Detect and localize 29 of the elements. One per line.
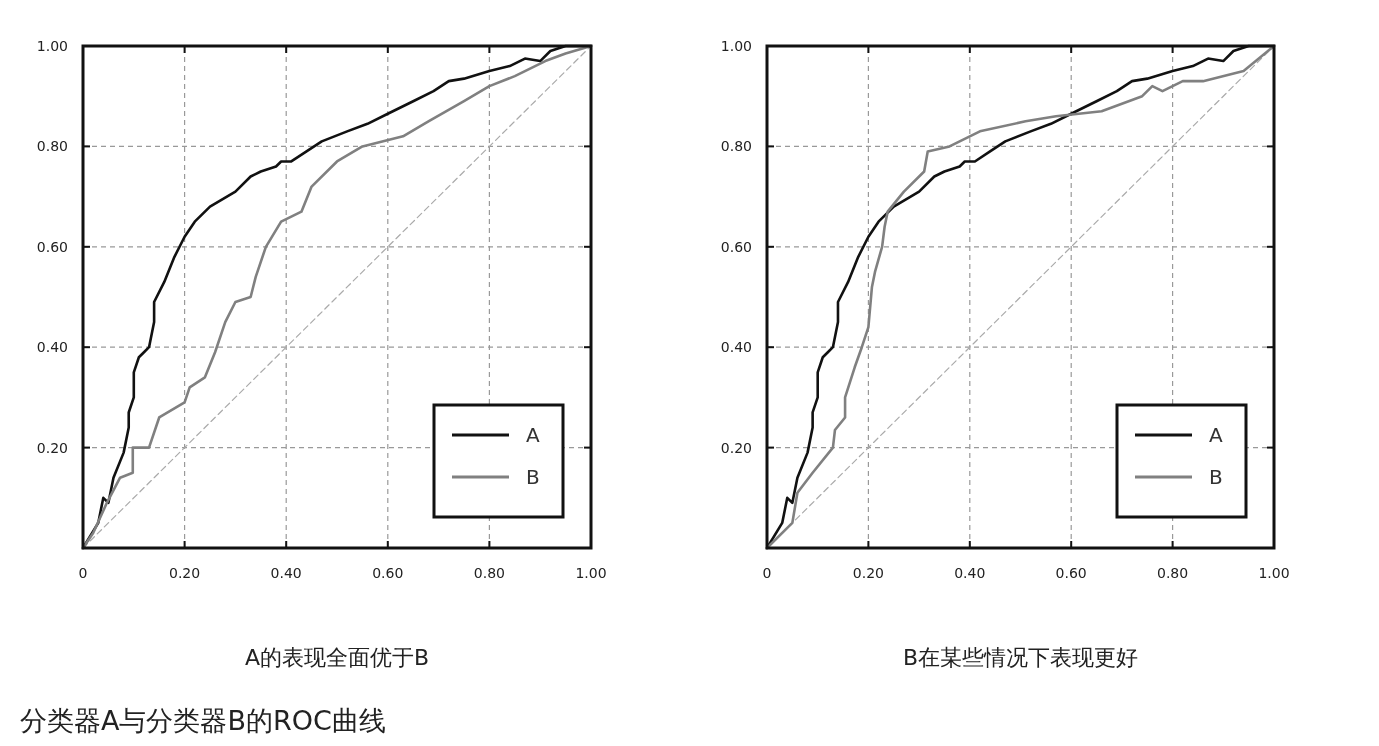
y-tick-label: 1.00: [720, 38, 752, 54]
y-tick-label: 1.00: [36, 38, 68, 54]
x-tick-label: 0.60: [1055, 565, 1087, 581]
y-tick-label: 0.40: [36, 339, 68, 356]
x-tick-label: 0: [78, 565, 88, 581]
y-tick-label: 0.20: [720, 439, 752, 456]
x-tick-label: 0.80: [1157, 565, 1189, 581]
x-tick-label: 0.40: [270, 565, 302, 581]
legend-label: B: [526, 465, 540, 489]
y-tick-label: 0.60: [36, 238, 68, 255]
x-tick-label: 0.60: [372, 565, 404, 581]
text: B在某些情况下表现更好: [902, 645, 1139, 670]
y-tick-label: 0.80: [36, 138, 68, 155]
x-tick-label: 1.00: [575, 565, 607, 581]
text: 分类器A与分类器B的ROC曲线: [20, 705, 386, 736]
y-tick-label: 0.20: [36, 439, 68, 456]
y-tick-label: 0.40: [720, 339, 752, 356]
x-tick-label: 1.00: [1258, 565, 1290, 581]
legend-label: B: [1209, 465, 1223, 489]
legend-label: A: [526, 423, 540, 447]
text: A的表现全面优于B: [244, 645, 430, 670]
x-tick-label: 0.20: [852, 565, 884, 581]
x-tick-label: 0.20: [169, 565, 201, 581]
y-tick-label: 0.80: [720, 138, 752, 155]
legend-label: A: [1209, 423, 1223, 447]
y-tick-label: 0.60: [720, 238, 752, 255]
x-tick-label: 0.40: [954, 565, 986, 581]
x-tick-label: 0.80: [473, 565, 505, 581]
x-tick-label: 0: [762, 565, 772, 581]
